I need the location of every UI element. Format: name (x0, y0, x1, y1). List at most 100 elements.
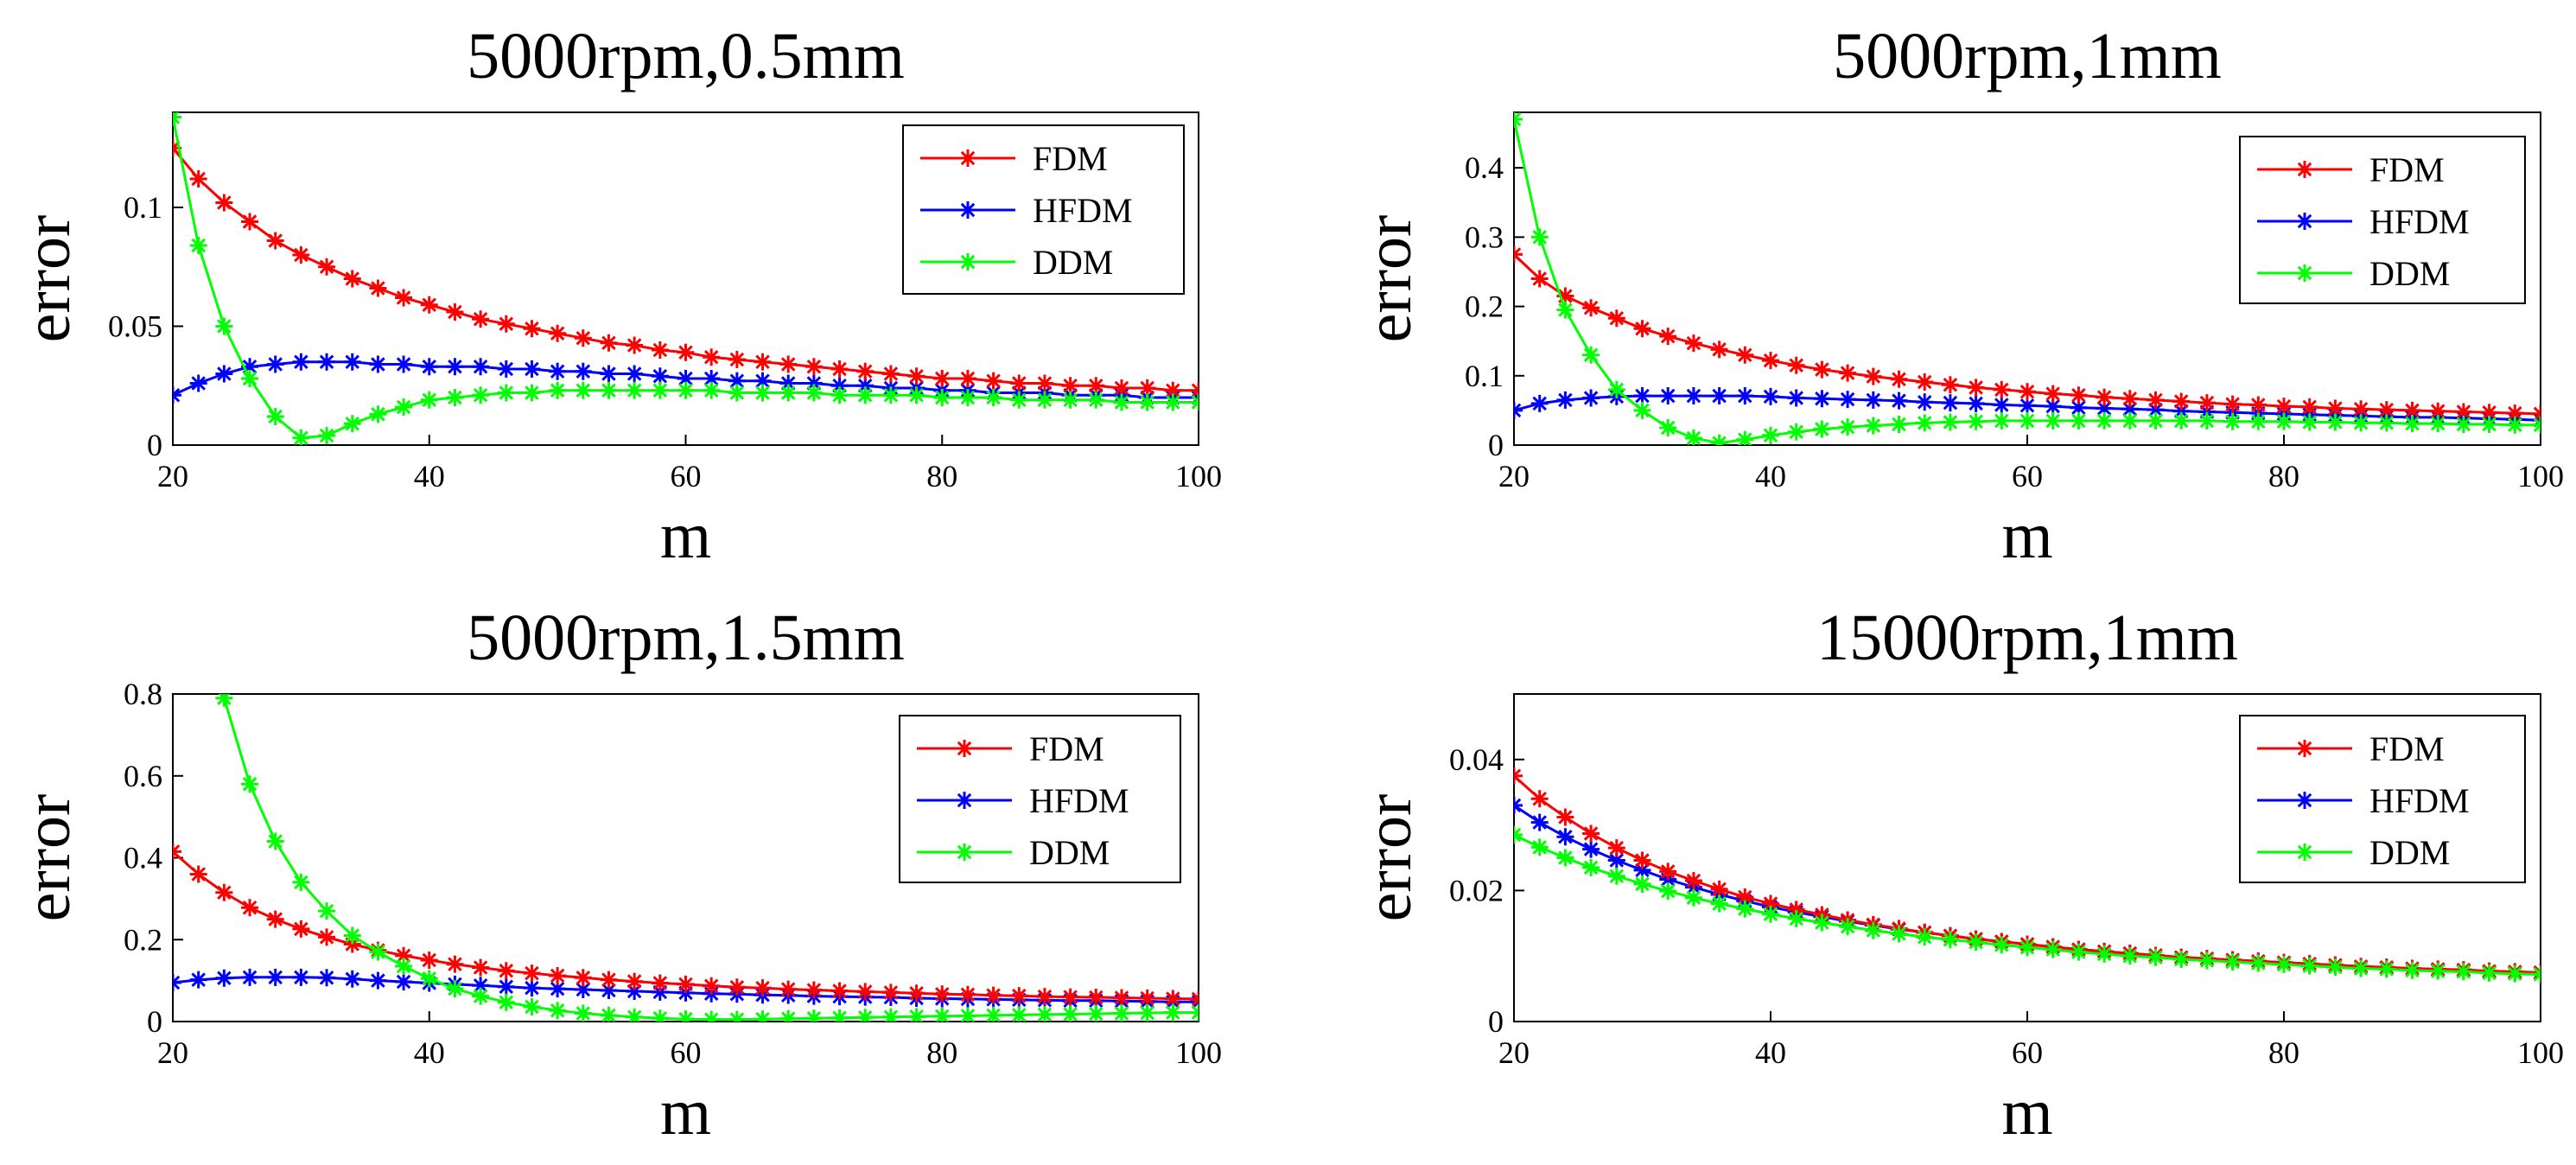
legend-label-hfdm: HFDM (1029, 781, 1129, 820)
data-point-hfdm (369, 355, 387, 373)
data-point-hfdm (1633, 387, 1651, 405)
data-point-fdm (369, 279, 387, 297)
data-point-ddm (2532, 965, 2541, 984)
data-point-ddm (318, 902, 336, 920)
data-point-ddm (1839, 918, 1857, 936)
data-point-ddm (830, 386, 849, 404)
data-point-ddm (1190, 1003, 1199, 1022)
data-point-fdm (497, 962, 515, 980)
data-point-ddm (933, 389, 951, 406)
data-point-ddm (241, 370, 259, 387)
data-point-ddm (856, 1009, 875, 1022)
data-point-hfdm (241, 358, 259, 376)
data-point-ddm (2070, 943, 2088, 961)
data-point-ddm (2019, 939, 2036, 957)
data-point-hfdm (830, 377, 849, 395)
data-point-fdm (1138, 379, 1156, 397)
data-point-ddm (420, 970, 438, 988)
data-point-ddm (1514, 825, 1523, 844)
data-point-ddm (1607, 380, 1625, 398)
data-point-ddm (369, 943, 387, 961)
legend-marker-fdm (956, 740, 973, 757)
data-point-hfdm (574, 981, 592, 999)
data-point-fdm (241, 213, 259, 231)
x-tick-label: 40 (1755, 1035, 1786, 1070)
data-point-fdm (1916, 373, 1934, 392)
data-point-ddm (1864, 921, 1882, 939)
legend-label-ddm: DDM (1033, 243, 1113, 282)
y-tick-label: 0.1 (1465, 359, 1504, 393)
data-point-hfdm (497, 360, 515, 378)
data-point-ddm (1633, 401, 1651, 419)
data-point-hfdm (728, 372, 746, 390)
data-point-hfdm (318, 353, 336, 371)
data-point-ddm (395, 398, 413, 416)
data-point-ddm (2121, 411, 2139, 430)
data-point-hfdm (2070, 398, 2088, 417)
data-point-fdm (574, 329, 592, 347)
data-point-fdm (189, 865, 207, 883)
y-tick-label: 0 (147, 428, 162, 462)
series-ddm (1514, 112, 2541, 445)
data-point-fdm (241, 899, 259, 917)
chart-title: 5000rpm,1.5mm (467, 602, 905, 674)
data-point-hfdm (369, 971, 387, 990)
data-point-ddm (2506, 416, 2524, 434)
data-point-fdm (1061, 988, 1079, 1006)
data-point-ddm (369, 405, 387, 423)
y-tick-label: 0.8 (124, 677, 162, 711)
legend-marker-ddm (2296, 264, 2313, 282)
series-fdm (1514, 245, 2541, 423)
data-point-hfdm (523, 360, 541, 378)
data-point-ddm (754, 384, 772, 402)
data-point-fdm (1112, 989, 1130, 1007)
data-point-hfdm (1890, 392, 1908, 410)
data-point-ddm (472, 386, 490, 404)
data-point-ddm (1684, 888, 1702, 907)
data-point-fdm (703, 977, 721, 995)
data-point-fdm (779, 980, 798, 998)
data-point-fdm (523, 964, 541, 983)
data-point-ddm (1813, 420, 1831, 438)
chart-panel-2: 5000rpm,1mm 20 40 60 80 100 0 0.1 0.2 0.3 0.4 m erro… (1352, 20, 2564, 572)
data-point-ddm (1941, 931, 1959, 949)
data-point-ddm (600, 381, 618, 399)
y-tick-label: 0.4 (1465, 150, 1504, 185)
data-point-hfdm (549, 980, 567, 998)
data-point-ddm (1993, 936, 2011, 954)
data-point-fdm (266, 910, 284, 928)
data-point-fdm (395, 289, 413, 307)
data-point-hfdm (779, 374, 798, 392)
data-point-fdm (549, 966, 567, 984)
data-point-hfdm (626, 982, 644, 1000)
series-fdm (173, 843, 1199, 1008)
data-point-fdm (651, 974, 669, 992)
data-point-fdm (2121, 390, 2139, 408)
legend-label-hfdm: HFDM (2369, 202, 2470, 241)
data-point-fdm (2223, 395, 2242, 413)
data-point-ddm (2223, 412, 2242, 430)
data-point-fdm (472, 958, 490, 977)
data-point-fdm (318, 258, 336, 276)
x-tick-label: 80 (926, 1035, 957, 1070)
data-point-fdm (1164, 990, 1182, 1008)
data-point-ddm (881, 1008, 900, 1022)
data-point-fdm (958, 370, 976, 387)
data-point-hfdm (2121, 400, 2139, 418)
data-point-hfdm (497, 977, 515, 996)
data-point-hfdm (1967, 394, 1985, 412)
legend-label-fdm: FDM (2369, 150, 2445, 189)
data-point-fdm (1787, 901, 1805, 919)
data-point-ddm (958, 1007, 976, 1022)
y-tick-label: 0 (147, 1004, 162, 1039)
data-point-ddm (1941, 413, 1959, 431)
data-point-fdm (2249, 396, 2268, 414)
data-point-hfdm (1556, 828, 1574, 846)
data-point-fdm (1684, 872, 1702, 890)
data-point-ddm (2249, 954, 2268, 972)
data-point-ddm (1061, 391, 1079, 409)
data-point-fdm (1941, 376, 1959, 394)
data-point-hfdm (395, 973, 413, 991)
x-tick-label: 20 (157, 459, 188, 493)
data-point-ddm (1967, 412, 1985, 430)
